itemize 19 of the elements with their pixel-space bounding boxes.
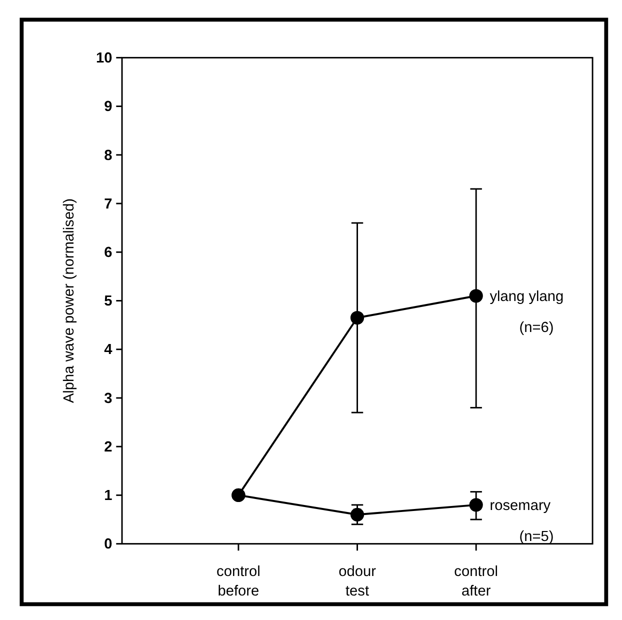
annotation: (n=6) <box>519 320 554 336</box>
y-axis-title: Alpha wave power (normalised) <box>61 198 78 404</box>
y-tick-label: 7 <box>104 196 112 212</box>
x-tick-label: odour test <box>338 564 376 600</box>
y-tick-label: 1 <box>104 488 112 504</box>
y-tick-label: 9 <box>104 99 112 116</box>
series-label: rosemary <box>490 498 552 514</box>
annotation: (n=5) <box>519 528 554 545</box>
series-label: ylang ylang <box>490 288 564 305</box>
y-tick-label: 2 <box>104 439 112 456</box>
y-tick-label: 3 <box>104 390 112 407</box>
x-tick-label: control before <box>216 564 260 600</box>
y-tick-label: 4 <box>104 342 114 358</box>
y-tick-label: 0 <box>104 536 112 553</box>
x-tick-label: control after <box>454 564 498 600</box>
y-tick-label: 5 <box>104 294 112 310</box>
y-tick-label: 6 <box>104 245 112 262</box>
y-tick-label: 8 <box>104 148 112 164</box>
y-tick-label: 10 <box>96 50 112 67</box>
